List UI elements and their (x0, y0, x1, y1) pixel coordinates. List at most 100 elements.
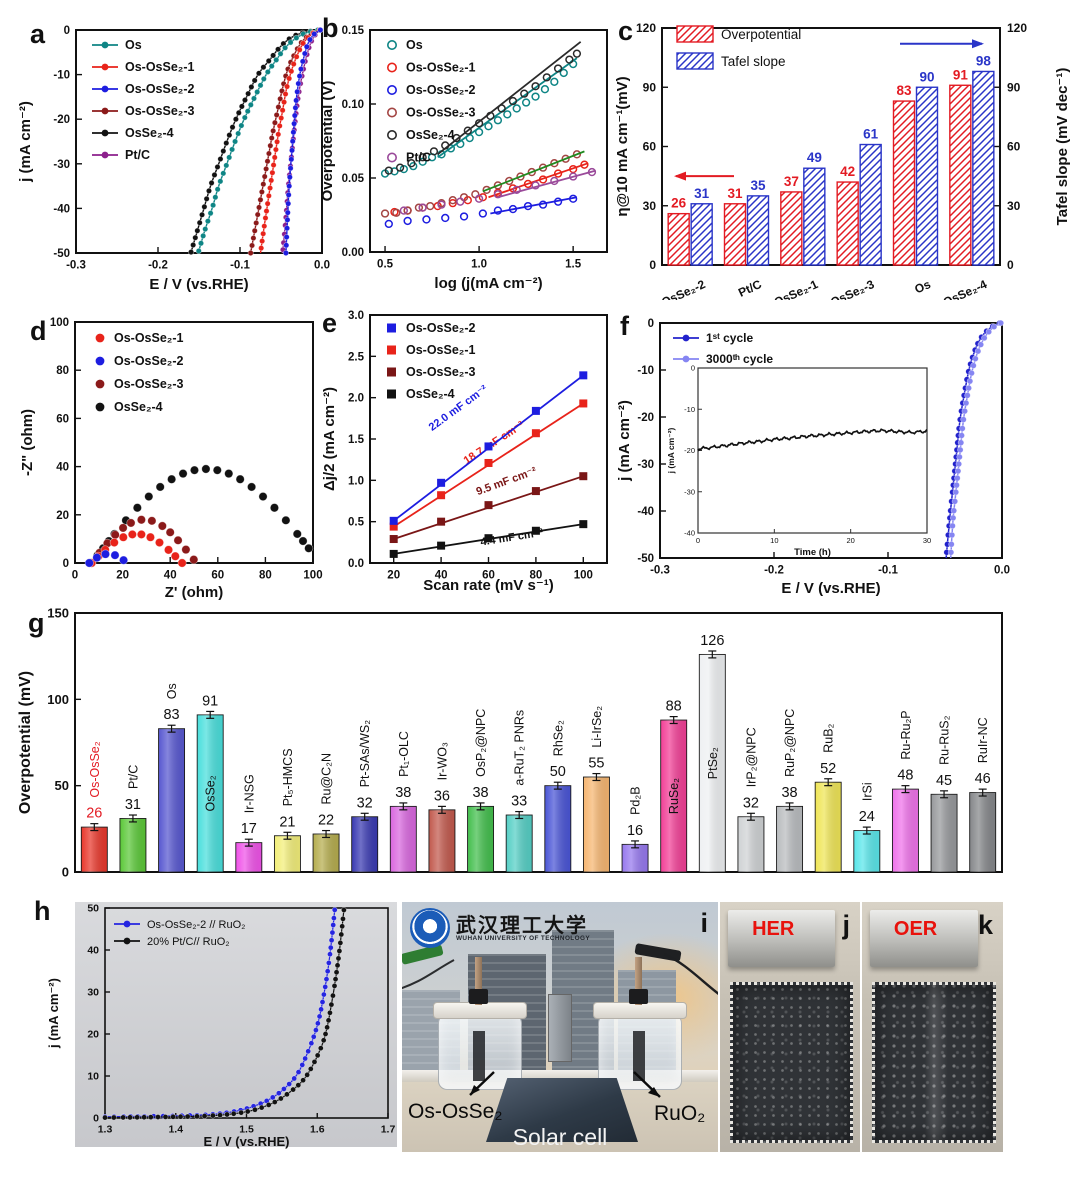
axes: 0 20 40 60 80 100 0 20 40 60 80 100 Z' (ohm) -Z" (ohm… (19, 317, 323, 601)
svg-text:j (mA cm⁻²): j (mA cm⁻²) (17, 101, 34, 183)
chart-f-stability: -0.3 -0.2 -0.1 0.0 0 -10 -20 -30 -40 -50 E / V (vs… (616, 318, 1010, 597)
svg-text:OsSe₂-4: OsSe₂-4 (406, 387, 455, 401)
svg-text:-10: -10 (684, 405, 695, 414)
panel-a: a -0.3 -0.2 -0.1 0.0 0 -10 -20 -30 -40 -50 E / V (… (10, 5, 330, 300)
panel-letter-f: f (620, 311, 629, 341)
svg-text:Ir-WO₃: Ir-WO₃ (435, 742, 449, 780)
svg-text:RuSe₂: RuSe₂ (667, 778, 681, 814)
panel-letter-d: d (30, 316, 47, 346)
svg-text:-0.1: -0.1 (878, 565, 898, 577)
svg-text:3000ᵗʰ cycle: 3000ᵗʰ cycle (706, 352, 773, 366)
svg-text:-40: -40 (637, 506, 654, 518)
photo-electrode-rod (635, 957, 642, 1005)
panel-j-photo-her-electrode: HER j (720, 902, 860, 1152)
svg-text:32: 32 (743, 795, 759, 811)
series-OsSe₂-4: 4.4 mF cm⁻² (389, 520, 588, 558)
svg-text:Pt₅-HMCS: Pt₅-HMCS (281, 748, 295, 806)
svg-text:Overpotential (V): Overpotential (V) (320, 81, 336, 202)
svg-text:30: 30 (923, 536, 931, 545)
series-Os-OsSe₂-2 (84, 549, 129, 568)
svg-text:Os-OsSe₂-1: Os-OsSe₂-1 (754, 277, 821, 300)
legend: Os Os-OsSe₂-1 Os-OsSe₂-2 Os-OsSe₂-3 OsSe₂-4 P… (387, 38, 476, 165)
series-Os-OsSe₂-2 (282, 26, 324, 257)
svg-text:40: 40 (435, 570, 448, 582)
svg-text:1.0: 1.0 (348, 475, 364, 487)
svg-text:-0.2: -0.2 (148, 260, 168, 272)
photo-bubbling-electrode (729, 982, 854, 1143)
series-Os-OsSe₂-1: 18.7 mF cm⁻² (389, 399, 588, 531)
series-Os-OsSe₂-2 (384, 194, 578, 229)
photo-clamp-post (548, 994, 572, 1062)
svg-text:26: 26 (86, 806, 102, 822)
photo-electrode-clamp (870, 909, 978, 967)
svg-text:Ru-RuS₂: Ru-RuS₂ (938, 715, 952, 764)
svg-text:Overpotential: Overpotential (721, 27, 801, 42)
svg-text:j (mA cm⁻²): j (mA cm⁻²) (46, 978, 61, 1049)
svg-text:-50: -50 (53, 248, 70, 260)
panel-letter-k: k (977, 910, 993, 940)
svg-text:150: 150 (47, 606, 69, 621)
svg-text:Os-OsSe₂-1: Os-OsSe₂-1 (125, 60, 195, 74)
svg-text:Os-OsSe₂-1: Os-OsSe₂-1 (406, 61, 476, 75)
svg-text:Pt₁-OLC: Pt₁-OLC (397, 731, 411, 777)
svg-text:1.3: 1.3 (98, 1124, 113, 1136)
svg-text:83: 83 (896, 83, 912, 98)
bars: 26 Os-OsSe₂ 31 Pt/C 83 Os 91 OsSe₂ 17 Ir-NSG 21 Pt₅… (80, 633, 997, 873)
series-OsSe₂-4 (384, 41, 582, 175)
chart-c-overpotential-tafel-bars: 0 0 30 30 60 60 90 90 120 120 η@10 mA cm⁻¹(mV) Tafe… (614, 21, 1071, 318)
svg-text:-40: -40 (684, 529, 695, 538)
bar-tafel-OsSe₂-4 (972, 70, 995, 266)
svg-text:55: 55 (588, 756, 604, 772)
svg-text:3.0: 3.0 (348, 310, 364, 322)
svg-text:31: 31 (727, 186, 743, 201)
svg-text:Pd₂B: Pd₂B (629, 786, 643, 814)
svg-text:Os-OsSe₂-1: Os-OsSe₂-1 (406, 343, 476, 357)
svg-text:2.0: 2.0 (348, 393, 364, 405)
svg-text:60: 60 (482, 570, 495, 582)
svg-text:-50: -50 (637, 553, 654, 565)
series-20% Pt/C// RuO₂ (102, 907, 347, 1121)
svg-text:1.5: 1.5 (348, 434, 365, 446)
svg-text:30: 30 (87, 987, 99, 999)
svg-text:Os-OsSe₂-2: Os-OsSe₂-2 (125, 82, 195, 96)
svg-text:Os: Os (912, 277, 933, 297)
svg-text:4.4 mF cm⁻²: 4.4 mF cm⁻² (480, 527, 545, 549)
svg-text:100: 100 (50, 317, 69, 329)
svg-text:0: 0 (62, 865, 69, 880)
svg-text:49: 49 (807, 150, 822, 165)
svg-text:-0.3: -0.3 (650, 565, 670, 577)
svg-text:Li-IrSe₂: Li-IrSe₂ (590, 706, 604, 748)
svg-text:30: 30 (1007, 199, 1021, 213)
svg-text:RuB₂: RuB₂ (822, 723, 836, 752)
panel-g: g 0 50 100 150 Overpotential (mV) 26 Os-OsSe₂ 3… (10, 600, 1070, 892)
legend: Os-OsSe₂-2 // RuO₂ 20% Pt/C// RuO₂ (114, 919, 245, 948)
svg-text:1.0: 1.0 (471, 259, 487, 271)
svg-text:Tafel slope (mV dec⁻¹): Tafel slope (mV dec⁻¹) (1054, 68, 1071, 226)
panel-letter-j: j (842, 910, 850, 940)
svg-text:a-RuT₂ PNRs: a-RuT₂ PNRs (513, 710, 527, 786)
svg-text:log (j(mA cm⁻²): log (j(mA cm⁻²) (434, 275, 542, 292)
svg-text:50: 50 (55, 778, 69, 793)
legend: Os Os-OsSe₂-1 Os-OsSe₂-2 Os-OsSe₂-3 OsSe₂-4 P… (92, 38, 195, 162)
svg-text:RuP₂@NPC: RuP₂@NPC (783, 709, 797, 777)
svg-text:0.0: 0.0 (994, 565, 1010, 577)
svg-text:Os-OsSe₂-3: Os-OsSe₂-3 (406, 365, 476, 379)
panel-e: e 20 40 60 80 100 0.0 0.5 1.0 1.5 2.0 2.5 3.0 Scan r… (320, 300, 650, 600)
bar-tafel-Os (915, 86, 939, 266)
svg-text:32: 32 (357, 795, 373, 811)
svg-text:Os-OsSe₂-3: Os-OsSe₂-3 (810, 277, 877, 300)
photo-bubbling-electrode (871, 982, 997, 1143)
svg-text:98: 98 (976, 53, 992, 68)
photo-electrode-cap (629, 989, 648, 1004)
svg-text:60: 60 (643, 140, 657, 154)
svg-text:-30: -30 (637, 459, 654, 471)
svg-text:IrSi: IrSi (860, 782, 874, 801)
svg-text:100: 100 (47, 692, 69, 707)
bar-overpotential-Os (892, 100, 916, 266)
bar-overpotential-Pt/C (723, 203, 747, 266)
svg-text:-10: -10 (637, 365, 654, 377)
svg-text:Os-OsSe₂-3: Os-OsSe₂-3 (125, 104, 195, 118)
svg-text:1.4: 1.4 (168, 1124, 183, 1136)
svg-text:126: 126 (700, 633, 724, 649)
